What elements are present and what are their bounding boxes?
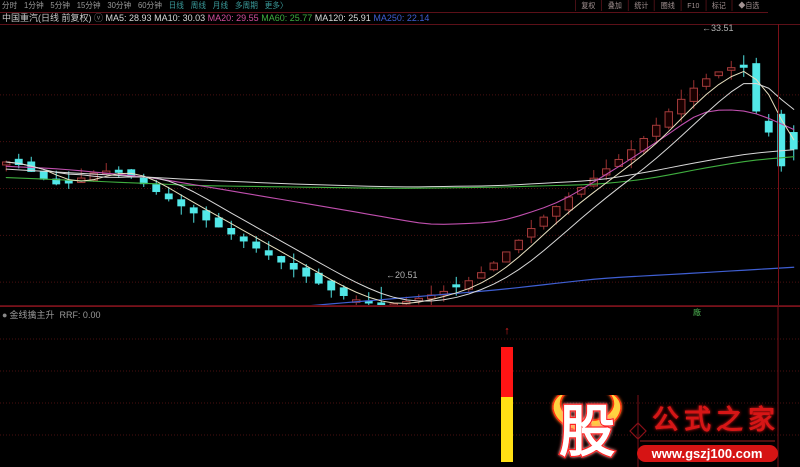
- svg-text:公式之家: 公式之家: [652, 404, 780, 435]
- svg-text:↑: ↑: [504, 325, 510, 337]
- svg-text:廠: 廠: [693, 307, 701, 317]
- svg-text:www.gszj100.com: www.gszj100.com: [651, 446, 763, 461]
- svg-text:股: 股: [559, 400, 615, 463]
